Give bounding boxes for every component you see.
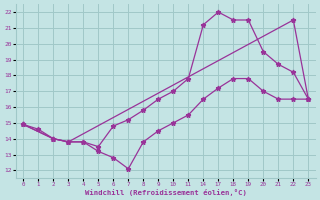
X-axis label: Windchill (Refroidissement éolien,°C): Windchill (Refroidissement éolien,°C) <box>85 189 247 196</box>
